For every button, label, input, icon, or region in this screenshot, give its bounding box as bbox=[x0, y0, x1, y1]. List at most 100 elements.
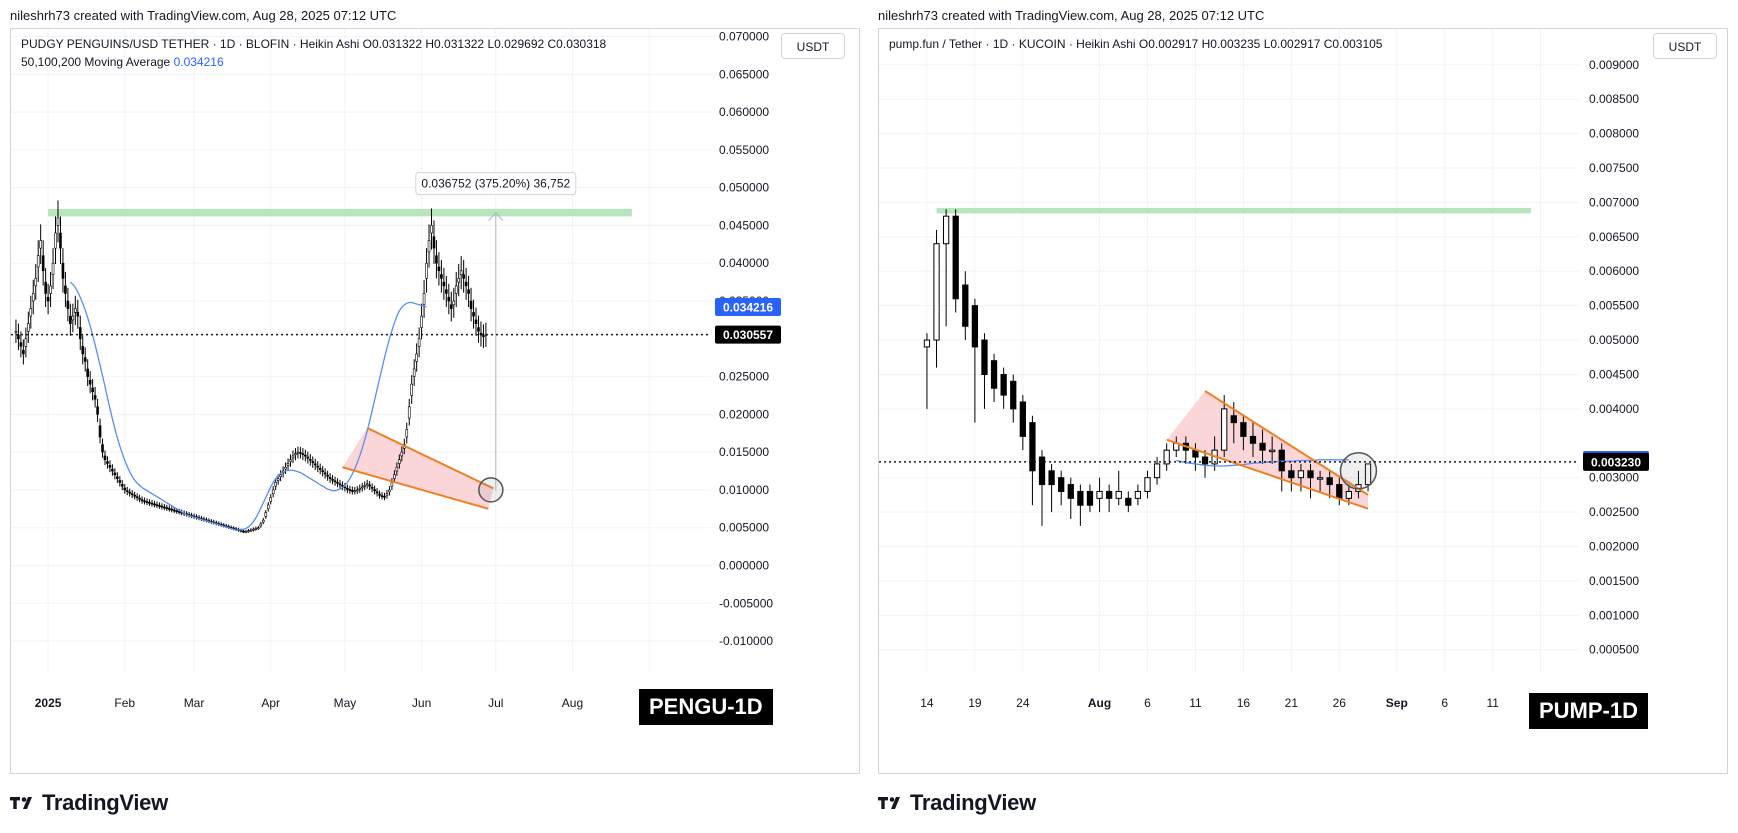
chart-credit: nileshrh73 created with TradingView.com,… bbox=[10, 8, 397, 23]
ohlc-open: O0.002917 bbox=[1138, 37, 1199, 51]
candle-body bbox=[1307, 470, 1314, 479]
candle-body bbox=[138, 497, 141, 500]
candle-body bbox=[1297, 470, 1305, 479]
candle-body bbox=[933, 243, 940, 341]
candle-body bbox=[415, 353, 418, 362]
candle-body bbox=[125, 490, 129, 492]
measure-label-box bbox=[415, 172, 577, 196]
moving-average-line bbox=[1176, 459, 1349, 467]
candle-body bbox=[284, 466, 287, 470]
x-tick-label: 24 bbox=[1016, 696, 1030, 710]
candle-body bbox=[259, 523, 263, 527]
candle-body bbox=[328, 477, 332, 479]
candle-body bbox=[400, 451, 404, 457]
candle-body bbox=[128, 491, 132, 494]
y-tick-label: -0.010000 bbox=[719, 634, 773, 648]
candle-body bbox=[24, 338, 28, 347]
candle-body bbox=[165, 507, 169, 509]
candle-body bbox=[435, 255, 438, 264]
candle-body bbox=[1048, 470, 1055, 486]
candle-body bbox=[27, 323, 30, 332]
breakout-circle bbox=[1339, 452, 1378, 490]
y-tick-label: 0.005000 bbox=[719, 521, 769, 535]
price-badge bbox=[715, 325, 781, 344]
pump-chart-frame[interactable]: 0.009000 0.008500 0.008000 0.007500 0.007000… bbox=[878, 28, 1728, 774]
candle-body bbox=[1010, 380, 1017, 410]
candle-body bbox=[269, 497, 273, 502]
y-tick-label: 0.007500 bbox=[1589, 161, 1639, 175]
candle-body bbox=[1288, 470, 1295, 479]
candle-body bbox=[1316, 477, 1324, 480]
pump-chart[interactable]: 0.009000 0.008500 0.008000 0.007500 0.007000… bbox=[879, 29, 1727, 773]
candle-body bbox=[168, 508, 171, 510]
candle-body bbox=[143, 500, 146, 503]
y-tick-label: 0.020000 bbox=[719, 407, 769, 421]
candle-body bbox=[326, 474, 329, 477]
y-tick-label: 0.001500 bbox=[1589, 574, 1639, 588]
candle-body bbox=[370, 486, 374, 489]
candle-body bbox=[360, 486, 364, 489]
candle-body bbox=[405, 429, 409, 438]
y-tick-label: -0.005000 bbox=[719, 596, 773, 610]
candle-body bbox=[346, 488, 349, 490]
candle-body bbox=[14, 330, 18, 333]
candle-body bbox=[380, 495, 384, 497]
candle-body bbox=[91, 387, 94, 392]
ma-label: 50,100,200 Moving Average bbox=[21, 55, 171, 69]
brand-logo[interactable]: TradingView bbox=[878, 790, 1036, 816]
candle-body bbox=[86, 368, 89, 377]
candle-body bbox=[155, 504, 159, 506]
pump-chart-panel: nileshrh73 created with TradingView.com,… bbox=[868, 0, 1728, 833]
chart-credit: nileshrh73 created with TradingView.com,… bbox=[878, 8, 1265, 23]
candle-body bbox=[249, 529, 253, 532]
candle-body bbox=[1153, 463, 1161, 479]
y-tick-label: 0.015000 bbox=[719, 445, 769, 459]
candle-body bbox=[17, 334, 20, 340]
candle-body bbox=[457, 278, 461, 283]
candle-body bbox=[348, 489, 352, 491]
resistance-zone bbox=[48, 208, 632, 217]
x-tick-label: Aug bbox=[562, 696, 583, 710]
candle-body bbox=[1086, 490, 1094, 506]
currency-unit-button[interactable]: USDT bbox=[1653, 33, 1717, 59]
y-tick-label: 0.008000 bbox=[1589, 127, 1639, 141]
candle-body bbox=[454, 285, 458, 294]
candle-body bbox=[1326, 477, 1333, 486]
y-tick-label: 0.003000 bbox=[1589, 471, 1639, 485]
wedge-lower-trendline bbox=[342, 466, 489, 510]
candle-body bbox=[71, 315, 75, 321]
pengu-chart-frame[interactable]: 0.036752 (375.20%) 36,752 0.070000 0.06500… bbox=[10, 28, 860, 774]
symbol-watermark-label: PENGU-1D bbox=[639, 689, 773, 725]
brand-name: TradingView bbox=[42, 790, 168, 815]
candle-body bbox=[1115, 490, 1122, 499]
candle-body bbox=[990, 360, 998, 389]
candle-body bbox=[34, 278, 38, 287]
candle-body bbox=[93, 395, 97, 400]
measure-arrowhead bbox=[488, 211, 504, 221]
candle-body bbox=[412, 368, 416, 377]
pengu-chart[interactable]: 0.036752 (375.20%) 36,752 0.070000 0.06500… bbox=[11, 29, 859, 773]
candle-body bbox=[467, 289, 470, 294]
candle-body bbox=[981, 339, 988, 375]
candle-body bbox=[1221, 408, 1228, 451]
x-tick-label: 11 bbox=[1189, 696, 1202, 710]
x-tick-label: 6 bbox=[1144, 696, 1151, 710]
candle-body bbox=[96, 406, 99, 415]
x-tick-label: May bbox=[334, 696, 357, 710]
brand-logo[interactable]: TradingView bbox=[10, 790, 168, 816]
candle-body bbox=[150, 502, 154, 505]
candle-body bbox=[160, 505, 164, 508]
currency-unit-button[interactable]: USDT bbox=[781, 33, 845, 59]
candle-body bbox=[304, 454, 307, 457]
candle-body bbox=[177, 511, 181, 513]
candle-body bbox=[257, 527, 260, 530]
x-tick-label: Jun bbox=[412, 696, 431, 710]
candle-body bbox=[83, 357, 87, 362]
candle-body bbox=[286, 463, 290, 466]
candle-body bbox=[54, 232, 57, 249]
y-tick-label: 0.025000 bbox=[719, 370, 769, 384]
candle-body bbox=[130, 493, 134, 495]
price-badge bbox=[1583, 452, 1649, 471]
candle-body bbox=[469, 300, 473, 309]
candle-body bbox=[36, 255, 40, 268]
